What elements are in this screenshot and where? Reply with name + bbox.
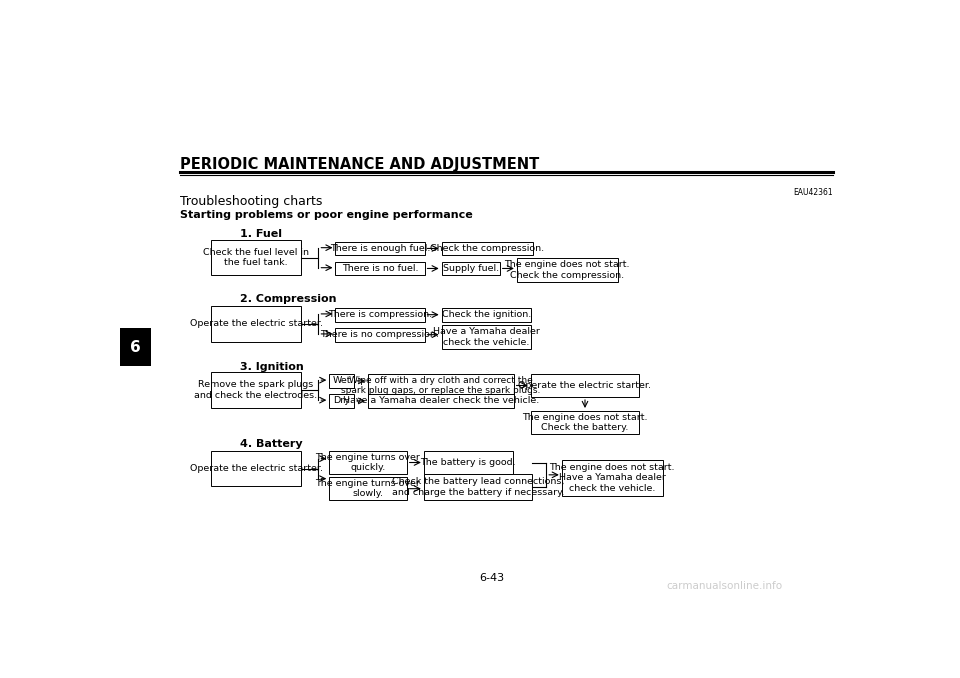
Text: PERIODIC MAINTENANCE AND ADJUSTMENT: PERIODIC MAINTENANCE AND ADJUSTMENT xyxy=(180,157,540,172)
FancyBboxPatch shape xyxy=(516,258,617,282)
Text: Operate the electric starter.: Operate the electric starter. xyxy=(518,381,652,390)
Text: The engine turns over
slowly.: The engine turns over slowly. xyxy=(316,479,420,498)
FancyBboxPatch shape xyxy=(368,374,514,397)
FancyBboxPatch shape xyxy=(211,372,300,408)
Text: There is no compression.: There is no compression. xyxy=(321,330,440,339)
Text: Check the battery lead connections,
and charge the battery if necessary.: Check the battery lead connections, and … xyxy=(392,477,564,497)
FancyBboxPatch shape xyxy=(368,394,514,408)
FancyBboxPatch shape xyxy=(562,460,662,496)
FancyBboxPatch shape xyxy=(329,451,407,474)
FancyBboxPatch shape xyxy=(329,394,354,408)
FancyBboxPatch shape xyxy=(329,374,354,388)
Text: Check the compression.: Check the compression. xyxy=(430,244,544,253)
Text: There is no fuel.: There is no fuel. xyxy=(342,264,419,273)
Text: Have a Yamaha dealer
check the vehicle.: Have a Yamaha dealer check the vehicle. xyxy=(433,327,540,346)
Text: Wet: Wet xyxy=(332,376,351,385)
Text: Wipe off with a dry cloth and correct the
spark plug gaps, or replace the spark : Wipe off with a dry cloth and correct th… xyxy=(341,376,540,395)
FancyBboxPatch shape xyxy=(531,374,639,397)
Text: Operate the electric starter.: Operate the electric starter. xyxy=(189,464,323,473)
Text: 4. Battery: 4. Battery xyxy=(240,439,302,449)
Text: 2. Compression: 2. Compression xyxy=(240,294,337,304)
Text: The engine does not start.
Check the compression.: The engine does not start. Check the com… xyxy=(504,260,630,280)
Text: Dry: Dry xyxy=(333,397,350,405)
FancyBboxPatch shape xyxy=(442,325,531,349)
FancyBboxPatch shape xyxy=(442,308,531,321)
Text: Check the ignition.: Check the ignition. xyxy=(442,310,531,319)
Text: Starting problems or poor engine performance: Starting problems or poor engine perform… xyxy=(180,210,473,220)
Text: Have a Yamaha dealer check the vehicle.: Have a Yamaha dealer check the vehicle. xyxy=(343,397,539,405)
FancyBboxPatch shape xyxy=(211,451,300,486)
Text: Operate the electric starter.: Operate the electric starter. xyxy=(189,319,323,328)
FancyBboxPatch shape xyxy=(329,477,407,500)
FancyBboxPatch shape xyxy=(211,306,300,342)
Text: The engine turns over
quickly.: The engine turns over quickly. xyxy=(316,453,420,472)
FancyBboxPatch shape xyxy=(423,451,513,474)
FancyBboxPatch shape xyxy=(335,308,424,321)
Text: Troubleshooting charts: Troubleshooting charts xyxy=(180,195,323,207)
FancyBboxPatch shape xyxy=(442,262,500,275)
Text: 6-43: 6-43 xyxy=(479,573,505,583)
Text: There is enough fuel.: There is enough fuel. xyxy=(330,244,430,253)
Text: The battery is good.: The battery is good. xyxy=(420,458,516,467)
Text: Check the fuel level in
the fuel tank.: Check the fuel level in the fuel tank. xyxy=(203,248,309,267)
Text: The engine does not start.
Have a Yamaha dealer
check the vehicle.: The engine does not start. Have a Yamaha… xyxy=(549,463,675,493)
FancyBboxPatch shape xyxy=(423,474,532,500)
Text: Remove the spark plugs
and check the electrodes.: Remove the spark plugs and check the ele… xyxy=(195,380,318,400)
Text: carmanualsonline.info: carmanualsonline.info xyxy=(666,581,782,591)
FancyBboxPatch shape xyxy=(120,327,151,366)
Text: 3. Ignition: 3. Ignition xyxy=(240,361,304,372)
FancyBboxPatch shape xyxy=(211,240,300,275)
Text: Supply fuel.: Supply fuel. xyxy=(443,264,499,273)
FancyBboxPatch shape xyxy=(335,262,424,275)
FancyBboxPatch shape xyxy=(335,241,424,256)
Text: 1. Fuel: 1. Fuel xyxy=(240,229,282,239)
Text: 6: 6 xyxy=(131,340,141,355)
Text: The engine does not start.
Check the battery.: The engine does not start. Check the bat… xyxy=(522,413,648,432)
Text: EAU42361: EAU42361 xyxy=(793,188,833,197)
FancyBboxPatch shape xyxy=(531,411,639,434)
Text: There is compression.: There is compression. xyxy=(328,310,432,319)
FancyBboxPatch shape xyxy=(442,241,533,256)
FancyBboxPatch shape xyxy=(335,327,424,342)
